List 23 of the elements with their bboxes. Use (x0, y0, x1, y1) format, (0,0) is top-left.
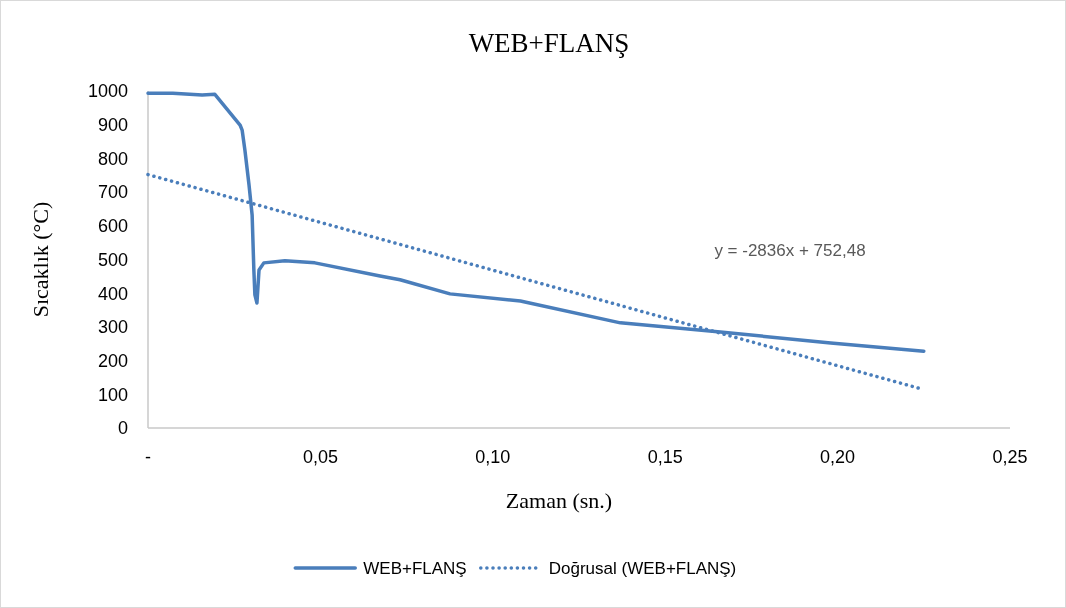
y-tick-label: 200 (97, 350, 128, 371)
x-tick-label: 0,25 (992, 447, 1028, 467)
y-tick-label: 0 (117, 418, 128, 439)
x-tick-label: 0,10 (475, 447, 511, 467)
y-tick-label: 100 (97, 384, 128, 405)
legend-label: Doğrusal (WEB+FLANŞ) (548, 558, 737, 578)
chart-title: WEB+FLANŞ (468, 28, 630, 58)
x-tick-label: 0,20 (820, 447, 856, 467)
y-tick-label: 500 (97, 249, 128, 270)
x-tick-label: 0,05 (302, 447, 338, 467)
x-axis-title: Zaman (sn.) (505, 488, 613, 513)
x-tick-label: 0,15 (647, 447, 683, 467)
x-tick-label: - (145, 447, 151, 467)
y-axis-title: Sıcaklık (°C) (28, 201, 53, 318)
y-tick-label: 700 (97, 182, 128, 203)
y-tick-label: 1000 (87, 81, 128, 102)
y-tick-label: 900 (97, 115, 128, 135)
y-tick-label: 800 (97, 148, 128, 169)
y-tick-label: 300 (97, 317, 128, 338)
y-tick-label: 400 (97, 283, 128, 304)
y-tick-label: 600 (97, 216, 128, 237)
legend-label: WEB+FLANŞ (363, 558, 467, 578)
annotation: y = -2836x + 752,48 (714, 241, 866, 260)
